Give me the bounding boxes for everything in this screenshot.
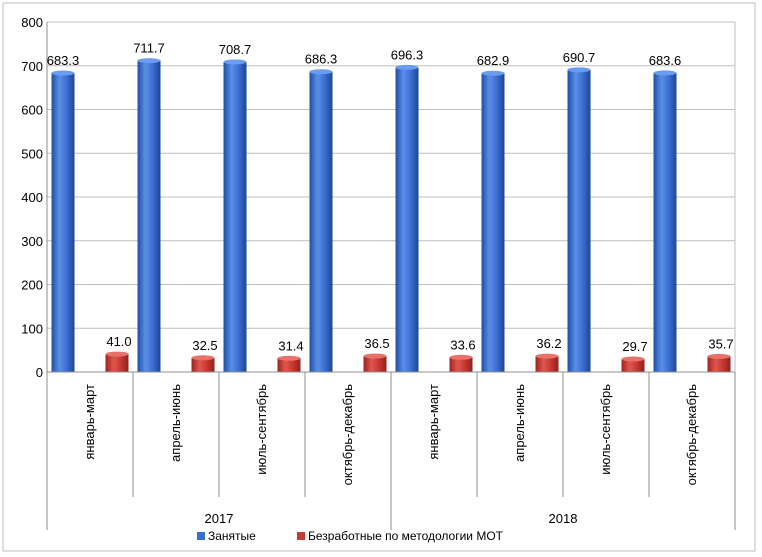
y-tick-label: 500 (21, 146, 43, 161)
bar-bezrabotnye-cap (191, 355, 215, 361)
data-label-bezrabotnye: 32.5 (192, 338, 217, 353)
data-label-zanyatye: 696.3 (391, 47, 424, 62)
data-label-bezrabotnye: 29.7 (622, 339, 647, 354)
category-label: апрель-июнь (512, 384, 527, 462)
bar-zanyatye-cap (309, 69, 333, 75)
year-label: 2018 (549, 511, 578, 526)
bar-bezrabotnye (621, 359, 645, 372)
bar-bezrabotnye (191, 357, 215, 372)
data-label-bezrabotnye: 36.2 (536, 336, 561, 351)
data-label-zanyatye: 690.7 (563, 50, 596, 65)
bar-zanyatye-cap (51, 70, 75, 76)
bar-bezrabotnye-cap (535, 353, 559, 359)
data-label-zanyatye: 683.3 (47, 53, 80, 68)
bar-zanyatye-cap (137, 58, 161, 64)
data-label-bezrabotnye: 35.7 (708, 336, 733, 351)
data-label-bezrabotnye: 33.6 (450, 337, 475, 352)
y-tick-label: 100 (21, 321, 43, 336)
data-label-zanyatye: 711.7 (133, 41, 165, 56)
y-tick-label: 700 (21, 59, 43, 74)
bar-bezrabotnye (535, 356, 559, 372)
bar-zanyatye (137, 60, 161, 372)
bar-bezrabotnye (363, 356, 387, 372)
bar-bezrabotnye (449, 357, 473, 372)
bar-zanyatye (481, 73, 505, 372)
year-label: 2017 (205, 511, 234, 526)
legend-label-zanyatye: Занятые (208, 529, 256, 543)
y-tick-label: 0 (36, 365, 43, 380)
bar-bezrabotnye-cap (277, 355, 301, 361)
bar-zanyatye (51, 73, 75, 373)
category-label: июль-сентябрь (254, 384, 269, 475)
bar-bezrabotnye (707, 356, 731, 372)
category-label: октябрь-декабрь (340, 384, 355, 486)
y-tick-label: 300 (21, 234, 43, 249)
y-tick-label: 200 (21, 278, 43, 293)
category-label: апрель-июнь (168, 384, 183, 462)
y-tick-label: 600 (21, 103, 43, 118)
data-label-zanyatye: 686.3 (305, 52, 338, 67)
legend-label-bezrabotnye: Безработные по методологии МОТ (308, 529, 504, 543)
category-label: январь-март (426, 384, 441, 460)
bar-bezrabotnye (277, 358, 301, 372)
bar-zanyatye-cap (567, 67, 591, 73)
data-label-zanyatye: 708.7 (219, 42, 252, 57)
legend-swatch-zanyatye (197, 532, 205, 540)
bar-zanyatye-cap (653, 70, 677, 76)
bar-zanyatye (223, 61, 247, 372)
bar-bezrabotnye-cap (449, 354, 473, 360)
category-label: октябрь-декабрь (684, 384, 699, 486)
bar-zanyatye-cap (395, 64, 419, 70)
legend-swatch-bezrabotnye (297, 532, 305, 540)
bar-zanyatye-cap (223, 59, 247, 65)
data-label-bezrabotnye: 31.4 (278, 338, 303, 353)
bar-bezrabotnye (105, 354, 129, 372)
bar-zanyatye-cap (481, 70, 505, 76)
bar-bezrabotnye-cap (363, 353, 387, 359)
data-label-zanyatye: 683.6 (649, 53, 682, 68)
bar-bezrabotnye-cap (621, 356, 645, 362)
y-tick-label: 800 (21, 15, 43, 30)
bar-zanyatye (567, 69, 591, 372)
chart-frame (2, 2, 756, 552)
bar-bezrabotnye-cap (707, 353, 731, 359)
y-tick-label: 400 (21, 190, 43, 205)
category-label: июль-сентябрь (598, 384, 613, 475)
data-label-bezrabotnye: 36.5 (364, 336, 389, 351)
bar-zanyatye (395, 67, 419, 373)
data-label-bezrabotnye: 41.0 (106, 334, 131, 349)
category-label: январь-март (82, 384, 97, 460)
data-label-zanyatye: 682.9 (477, 53, 510, 68)
bar-zanyatye (309, 71, 333, 373)
bar-bezrabotnye-cap (105, 351, 129, 357)
bar-zanyatye (653, 72, 677, 373)
